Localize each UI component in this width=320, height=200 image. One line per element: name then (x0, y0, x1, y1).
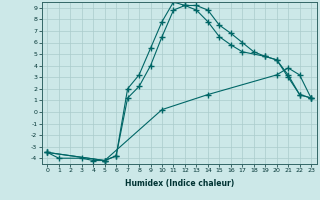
X-axis label: Humidex (Indice chaleur): Humidex (Indice chaleur) (124, 179, 234, 188)
